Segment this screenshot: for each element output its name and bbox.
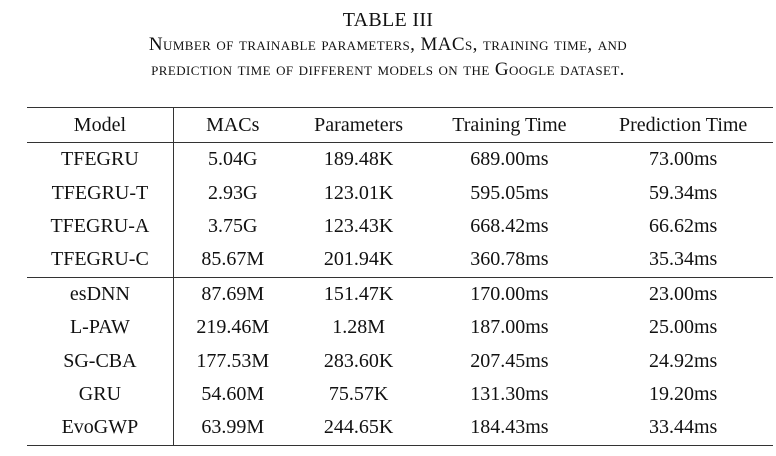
header-training-time: Training Time [452,113,567,136]
cell-parameters: 123.01K [323,181,394,204]
cell-macs: 54.60M [201,382,265,405]
header-prediction-time: Prediction Time [618,113,748,136]
cell-model: TFEGRU-C [27,243,174,278]
header-macs: MACs [206,113,260,136]
header-row: Model MACs Parameters Training Time Pred… [27,107,773,143]
header-parameters: Parameters [314,113,404,136]
cell-macs: 3.75G [208,214,258,237]
cell-macs: 85.67M [201,248,265,271]
cell-model: TFEGRU-A [27,209,174,244]
cell-prediction-time: 23.00ms [593,276,773,311]
cell-model: SG-CBA [27,344,174,378]
cell-macs: 177.53M [196,349,270,372]
cell-training-time: 360.78ms [470,248,549,271]
table-row: TFEGRU-C 85.67M 201.94K 360.78ms 35.34ms [27,243,773,278]
table-row: TFEGRU 5.04G 189.48K 689.00ms 73.00ms [27,142,773,177]
cell-parameters: 189.48K [323,148,394,171]
cell-training-time: 689.00ms [470,148,549,171]
table-row: TFEGRU-T 2.93G 123.01K 595.05ms 59.34ms [27,176,773,210]
table-label: TABLE III [342,9,434,31]
cell-model: GRU [27,377,174,412]
cell-model: esDNN [27,276,174,311]
cell-parameters: 75.57K [328,382,389,405]
caption-line-1: Number of trainable parameters, MACs, tr… [148,34,628,55]
cell-training-time: 184.43ms [425,411,594,446]
cell-training-time: 187.00ms [470,316,549,339]
cell-prediction-time: 35.34ms [648,248,718,271]
table-row: SG-CBA 177.53M 283.60K 207.45ms 24.92ms [27,344,773,378]
cell-training-time: 131.30ms [470,382,549,405]
cell-training-time: 207.45ms [470,349,549,372]
cell-parameters: 283.60K [323,349,394,372]
table-row: TFEGRU-A 3.75G 123.43K 668.42ms 66.62ms [27,209,773,244]
cell-model: L-PAW [27,310,174,345]
cell-prediction-time: 19.20ms [648,382,718,405]
table-row: esDNN 87.69M 151.47K 170.00ms 23.00ms [27,276,773,311]
cell-model: TFEGRU-T [27,176,174,210]
cell-prediction-time: 73.00ms [648,148,718,171]
cell-macs: 63.99M [173,411,292,446]
cell-model: EvoGWP [27,411,174,446]
cell-prediction-time: 25.00ms [648,316,718,339]
cell-parameters: 123.43K [323,214,394,237]
table-row: EvoGWP 63.99M 244.65K 184.43ms 33.44ms [27,411,773,446]
cell-parameters: 201.94K [323,248,394,271]
comparison-table: Model MACs Parameters Training Time Pred… [27,107,773,446]
table-row: L-PAW 219.46M 1.28M 187.00ms 25.00ms [27,310,773,345]
cell-prediction-time: 59.34ms [648,181,718,204]
cell-prediction-time: 66.62ms [648,214,718,237]
cell-prediction-time: 33.44ms [593,411,773,446]
cell-parameters: 151.47K [291,276,426,311]
cell-training-time: 668.42ms [470,214,549,237]
table-row: GRU 54.60M 75.57K 131.30ms 19.20ms [27,377,773,412]
cell-model: TFEGRU [27,142,174,177]
cell-parameters: 244.65K [291,411,426,446]
cell-macs: 219.46M [196,316,270,339]
cell-training-time: 170.00ms [425,276,594,311]
cell-prediction-time: 24.92ms [648,349,718,372]
table-caption: TABLE III Number of trainable parameters… [0,8,776,82]
cell-training-time: 595.05ms [470,181,549,204]
cell-parameters: 1.28M [332,316,385,339]
header-model: Model [27,107,174,143]
cell-macs: 87.69M [173,276,292,311]
cell-macs: 5.04G [208,148,258,171]
caption-line-2: prediction time of different models on t… [151,59,625,80]
cell-macs: 2.93G [208,181,258,204]
